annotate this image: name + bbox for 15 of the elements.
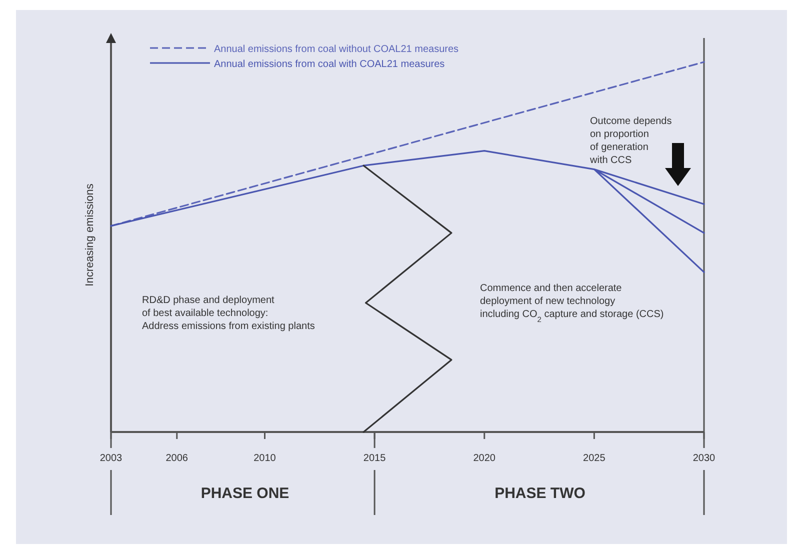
y-axis-title: Increasing emissions [84,183,96,286]
text: PHASE ONE [200,485,290,502]
x-tick-label: 2006 [166,453,188,464]
x-tick-label: 2010 [254,453,276,464]
x-tick-label: 2003 [100,453,123,464]
x-tick-label: 2025 [583,453,606,464]
annotation: Commence and then accelerate deployment of new technology including CO$_{2}$ capture and storage (CCS) [480,283,664,324]
x-tick-label: 2020 [473,453,496,464]
text: Annual emissions from coal without COAL21 measures [214,44,459,55]
text: PHASE TWO [494,485,586,502]
text: Annual emissions from coal with COAL21 measures [214,59,445,70]
x-tick-label: 2030 [692,453,716,464]
annotation: Outcome depends on proportion of generation with CCS [589,116,672,166]
x-tick-label: 2015 [363,453,386,464]
annotation: RD&D phase and deployment of best available technology: Address emissions from existing plants [142,295,315,332]
